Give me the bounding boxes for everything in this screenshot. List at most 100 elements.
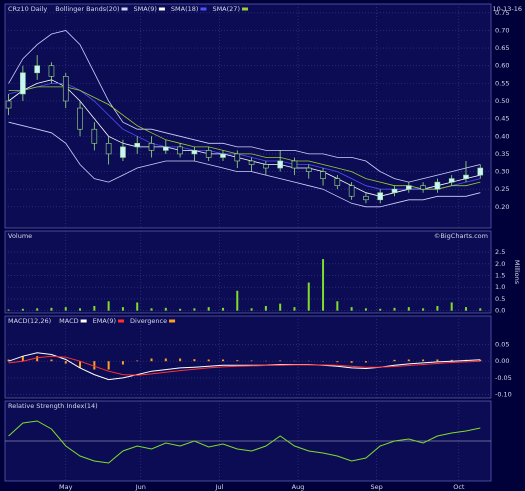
divergence-bar <box>450 359 453 362</box>
candle-body <box>477 167 484 176</box>
candle-body <box>5 100 12 109</box>
volume-bar <box>79 308 82 311</box>
volume-bar <box>436 305 439 311</box>
y-tick-label: 0.20 <box>495 203 509 211</box>
candle-body <box>377 192 384 201</box>
legend-label: Bollinger Bands(20) <box>55 5 119 13</box>
y-tick-label: 0.30 <box>495 168 509 176</box>
y-tick-label: -0.05 <box>495 374 512 382</box>
volume-bar <box>107 301 110 311</box>
divergence-bar <box>422 359 425 362</box>
candle-body <box>77 107 83 130</box>
y-tick-label: 0.70 <box>495 26 509 34</box>
bollinger-lower <box>8 121 481 208</box>
divergence-bar <box>350 361 353 363</box>
candle-body <box>177 146 183 155</box>
candle-body <box>448 178 455 183</box>
legend-label: SMA(9) <box>134 5 157 13</box>
x-tick-label: Sep <box>371 483 383 491</box>
volume-bar <box>36 308 39 311</box>
sma-line <box>8 83 481 190</box>
legend-swatch <box>200 7 207 11</box>
y-tick-label: 0.00 <box>495 357 509 365</box>
bollinger-upper <box>8 30 481 183</box>
divergence-bar <box>236 360 239 362</box>
candle-body <box>434 181 441 190</box>
legend-swatch <box>80 319 87 323</box>
divergence-bar <box>279 360 282 362</box>
candle-body <box>191 150 198 155</box>
panel <box>4 315 492 399</box>
volume-bar <box>379 308 382 311</box>
divergence-bar <box>393 359 396 362</box>
volume-bar <box>64 307 67 311</box>
divergence-bar <box>36 356 39 362</box>
macd-line <box>8 352 481 381</box>
legend-label: MACD <box>59 317 78 325</box>
legend-swatch <box>118 319 125 323</box>
y-tick-label: 0.50 <box>495 97 509 105</box>
candle-body <box>62 76 69 102</box>
panel <box>4 230 492 314</box>
divergence-bar <box>7 359 10 362</box>
divergence-bar <box>436 359 439 362</box>
divergence-bar <box>21 356 24 362</box>
y-tick-label: 0.55 <box>495 79 509 87</box>
y-tick-label: 2.5 <box>495 248 505 256</box>
candle-body <box>220 153 226 158</box>
candle-body <box>420 185 426 190</box>
volume-bar <box>21 308 24 311</box>
unit-label: Millions <box>513 260 521 285</box>
candle-body <box>406 185 412 190</box>
divergence-bar <box>79 361 82 368</box>
volume-bar <box>464 307 467 311</box>
divergence-bar <box>121 361 124 365</box>
date-label: 10-13-16 <box>492 5 522 13</box>
volume-bar <box>307 282 310 311</box>
candle-body <box>248 160 255 165</box>
candle-body <box>463 174 469 179</box>
volume-bar <box>193 308 196 311</box>
candle-body <box>334 178 341 186</box>
y-tick-label: 0.35 <box>495 150 509 158</box>
candle-body <box>105 143 112 155</box>
candle-body <box>348 185 355 197</box>
volume-bar <box>7 309 10 311</box>
volume-bar <box>93 305 96 311</box>
divergence-bar <box>479 359 482 362</box>
legend-label: EMA(9) <box>93 317 116 325</box>
candle-body <box>120 146 126 158</box>
y-tick-label: 0.75 <box>495 9 509 17</box>
volume-bar <box>236 290 239 311</box>
candle-body <box>134 143 141 148</box>
y-tick-label: 1.0 <box>495 283 505 291</box>
candle-body <box>305 167 312 172</box>
x-tick-label: Jun <box>135 483 146 491</box>
volume-bar <box>422 308 425 311</box>
y-tick-label: 0.40 <box>495 132 509 140</box>
candle-body <box>363 195 369 201</box>
x-tick-label: Aug <box>292 483 305 491</box>
divergence-bar <box>364 361 367 363</box>
divergence-bar <box>64 361 67 364</box>
panel-title: Relative Strength Index(14) <box>8 402 98 410</box>
legend-swatch <box>241 7 248 11</box>
panel-title: CRz10 Daily <box>8 5 47 13</box>
candle-body <box>163 146 169 151</box>
volume-bar <box>350 307 353 311</box>
sma-line <box>8 86 481 190</box>
candle-body <box>320 171 326 179</box>
volume-bar <box>221 307 224 311</box>
panel <box>4 3 492 229</box>
legend-swatch <box>158 7 165 11</box>
sma-line <box>8 79 481 197</box>
candle-body <box>91 128 98 144</box>
volume-bar <box>50 307 53 311</box>
legend-label: SMA(18) <box>171 5 199 13</box>
x-tick-label: May <box>59 483 73 491</box>
y-tick-label: 0.05 <box>495 340 509 348</box>
credit: ©BigCharts.com <box>434 232 488 240</box>
rsi-line <box>8 420 481 464</box>
candle-body <box>263 164 269 169</box>
divergence-bar <box>193 359 196 362</box>
